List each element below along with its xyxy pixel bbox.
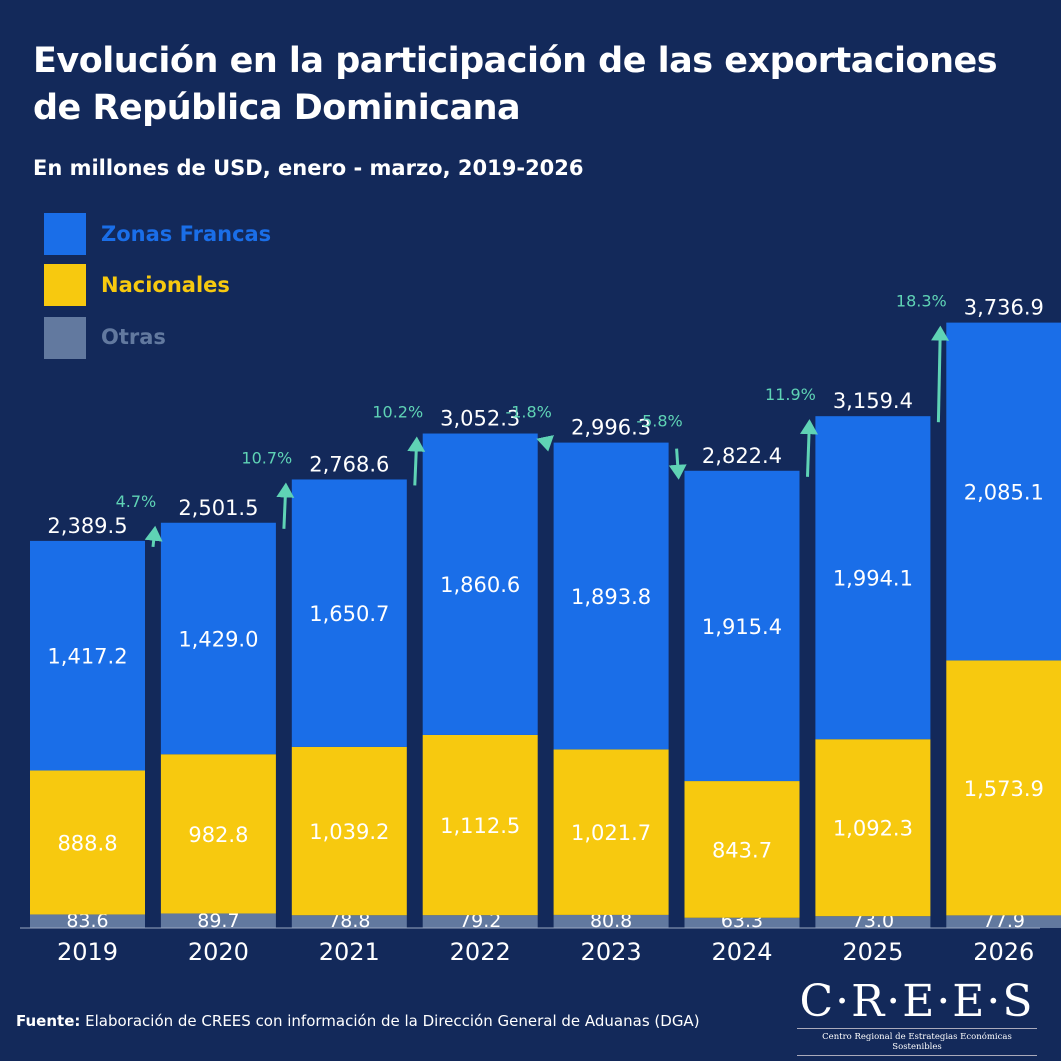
bar-nacionales-2023 [553,749,669,915]
bar-zonas-francas-2021 [291,479,407,747]
label-otras-2022: 79.2 [459,910,501,932]
label-total-2020: 2,501.5 [178,496,258,520]
logo-name: C·R·E·E·S [799,976,1035,1027]
label-nacionales-2019: 888.8 [57,831,117,855]
growth-arrow-2024 [668,448,687,480]
label-total-2019: 2,389.5 [47,514,127,538]
label-total-2025: 3,159.4 [833,389,913,413]
bar-nacionales-2020 [160,754,276,914]
x-tick-2024: 2024 [711,938,772,966]
label-otras-2019: 83.6 [66,910,108,932]
growth-label-2026: 18.3% [896,292,947,311]
bar-otras-2021 [291,915,407,928]
x-tick-2023: 2023 [581,938,642,966]
label-total-2026: 3,736.9 [964,296,1044,320]
bar-zonas-francas-2025 [815,416,931,740]
bar-nacionales-2026 [946,660,1061,916]
label-otras-2021: 78.8 [328,910,370,932]
legend-label-nacionales: Nacionales [101,273,230,297]
x-tick-2019: 2019 [57,938,118,966]
label-total-2021: 2,768.6 [309,452,389,476]
label-otras-2026: 77.9 [983,910,1025,932]
label-total-2022: 3,052.3 [440,407,520,431]
bar-zonas-francas-2026 [946,322,1061,661]
bar-nacionales-2025 [815,739,931,917]
source-text: Elaboración de CREES con información de … [80,1012,700,1030]
growth-label-2023: -1.8% [505,403,551,422]
label-zonas-francas-2023: 1,893.8 [571,585,651,609]
bar-nacionales-2019 [30,770,145,915]
bar-zonas-francas-2020 [160,522,276,755]
label-total-2024: 2,822.4 [702,444,782,468]
growth-label-2020: 4.7% [116,492,157,511]
stacked-bar-chart: 83.6 888.8 1,417.2 2,389.5 2019 89.7 982.8 1,42… [20,292,1061,966]
label-total-2023: 2,996.3 [571,416,651,440]
x-tick-2022: 2022 [450,938,511,966]
chart-title: Evolución en la participación de las exp… [33,41,998,128]
bar-otras-2019 [30,914,145,928]
x-tick-2026: 2026 [973,938,1034,966]
growth-label-2024: -5.8% [636,412,682,431]
logo-tagline: Centro Regional de Estrategias Económica… [797,1028,1037,1056]
bar-zonas-francas-2024 [684,470,800,782]
bar-otras-2025 [815,916,931,928]
label-nacionales-2022: 1,112.5 [440,814,520,838]
x-tick-2020: 2020 [188,938,249,966]
label-zonas-francas-2022: 1,860.6 [440,573,520,597]
growth-arrow-2026 [931,325,950,423]
legend-swatch-otras [44,317,86,359]
growth-arrow-2025 [799,419,818,477]
source-label: Fuente: [16,1012,81,1030]
bar-otras-2022 [422,915,538,928]
source-note: Fuente: Elaboración de CREES con informa… [16,1012,700,1030]
legend-swatch-nacionales [44,264,86,306]
growth-label-2021: 10.7% [241,448,292,467]
label-zonas-francas-2024: 1,915.4 [702,615,782,639]
x-tick-2025: 2025 [842,938,903,966]
crees-logo: C·R·E·E·S Centro Regional de Estrategias… [797,978,1037,1056]
bar-otras-2023 [553,914,669,928]
legend-label-zonas-francas: Zonas Francas [101,222,272,246]
label-nacionales-2023: 1,021.7 [571,821,651,845]
x-tick-2021: 2021 [319,938,380,966]
label-otras-2023: 80.8 [590,910,632,932]
label-zonas-francas-2020: 1,429.0 [178,628,258,652]
growth-arrow-2020 [144,525,163,548]
bar-zonas-francas-2019 [30,540,145,771]
label-nacionales-2021: 1,039.2 [309,820,389,844]
bar-nacionales-2022 [422,734,538,916]
bar-zonas-francas-2023 [553,442,669,750]
growth-arrow-2022 [407,436,426,486]
bar-otras-2020 [160,913,276,928]
legend-swatch-zonas-francas [44,213,86,255]
growth-label-2025: 11.9% [765,385,816,404]
label-nacionales-2020: 982.8 [188,823,248,847]
growth-arrow-2021 [276,482,295,529]
growth-label-2022: 10.2% [372,403,423,422]
chart-subtitle: En millones de USD, enero - marzo, 2019-… [33,156,584,180]
bar-nacionales-2024 [684,781,800,918]
label-nacionales-2025: 1,092.3 [833,817,913,841]
label-zonas-francas-2025: 1,994.1 [833,567,913,591]
label-zonas-francas-2019: 1,417.2 [47,645,127,669]
label-otras-2020: 89.7 [197,910,239,932]
bar-otras-2024 [684,917,800,928]
label-zonas-francas-2026: 2,085.1 [964,481,1044,505]
growth-arrow-2023 [536,435,554,452]
label-nacionales-2024: 843.7 [712,838,772,862]
label-nacionales-2026: 1,573.9 [964,777,1044,801]
label-zonas-francas-2021: 1,650.7 [309,602,389,626]
legend-label-otras: Otras [101,325,166,349]
bar-otras-2026 [946,915,1061,928]
bar-nacionales-2021 [291,746,407,916]
bar-zonas-francas-2022 [422,433,538,735]
